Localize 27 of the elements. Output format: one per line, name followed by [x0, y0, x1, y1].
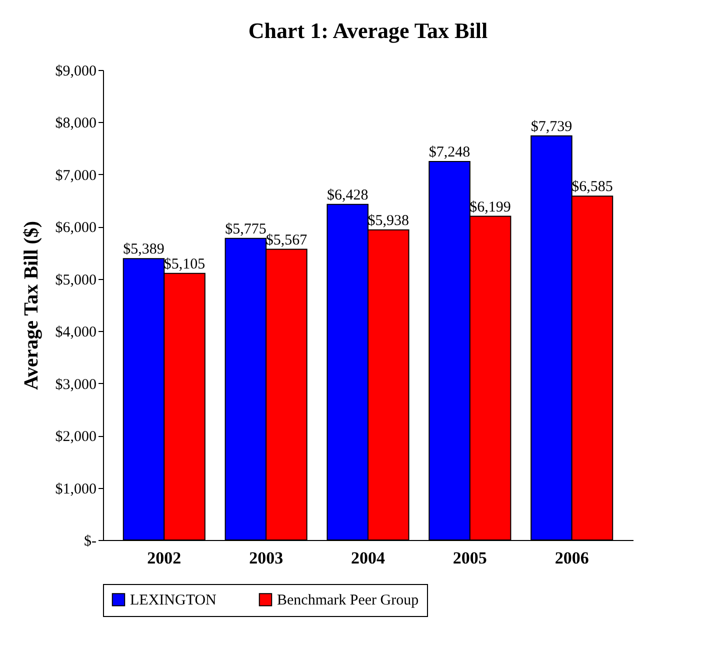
y-tick-label: $8,000 — [55, 116, 96, 132]
data-label: $5,775 — [225, 221, 266, 238]
y-tick-label: $- — [84, 534, 96, 550]
data-label: $7,248 — [428, 144, 470, 160]
y-tick-label: $9,000 — [55, 64, 96, 80]
legend-label: LEXINGTON — [130, 592, 217, 609]
data-label: $5,105 — [164, 256, 206, 272]
chart-title: Chart 1: Average Tax Bill — [248, 18, 488, 43]
y-tick-label: $1,000 — [55, 481, 96, 498]
legend-label: Benchmark Peer Group — [277, 592, 419, 609]
y-tick-label: $6,000 — [55, 220, 96, 236]
y-tick-label: $4,000 — [55, 324, 96, 341]
x-tick-label: 2006 — [554, 548, 589, 568]
y-tick-label: $2,000 — [55, 429, 96, 446]
y-tick-label: $5,000 — [55, 272, 96, 288]
data-label: $5,389 — [123, 242, 164, 258]
x-tick-label: 2002 — [147, 548, 182, 568]
y-axis-title: Average Tax Bill ($) — [20, 220, 42, 390]
data-label: $6,428 — [326, 187, 368, 204]
data-label: $7,739 — [530, 118, 572, 135]
x-tick-label: 2004 — [351, 548, 386, 568]
data-label: $5,938 — [368, 212, 410, 229]
y-tick-label: $7,000 — [55, 168, 96, 184]
y-tick-label: $3,000 — [55, 376, 96, 393]
x-tick-label: 2005 — [452, 548, 487, 568]
x-tick-label: 2003 — [249, 548, 284, 568]
data-label: $5,567 — [266, 232, 308, 248]
